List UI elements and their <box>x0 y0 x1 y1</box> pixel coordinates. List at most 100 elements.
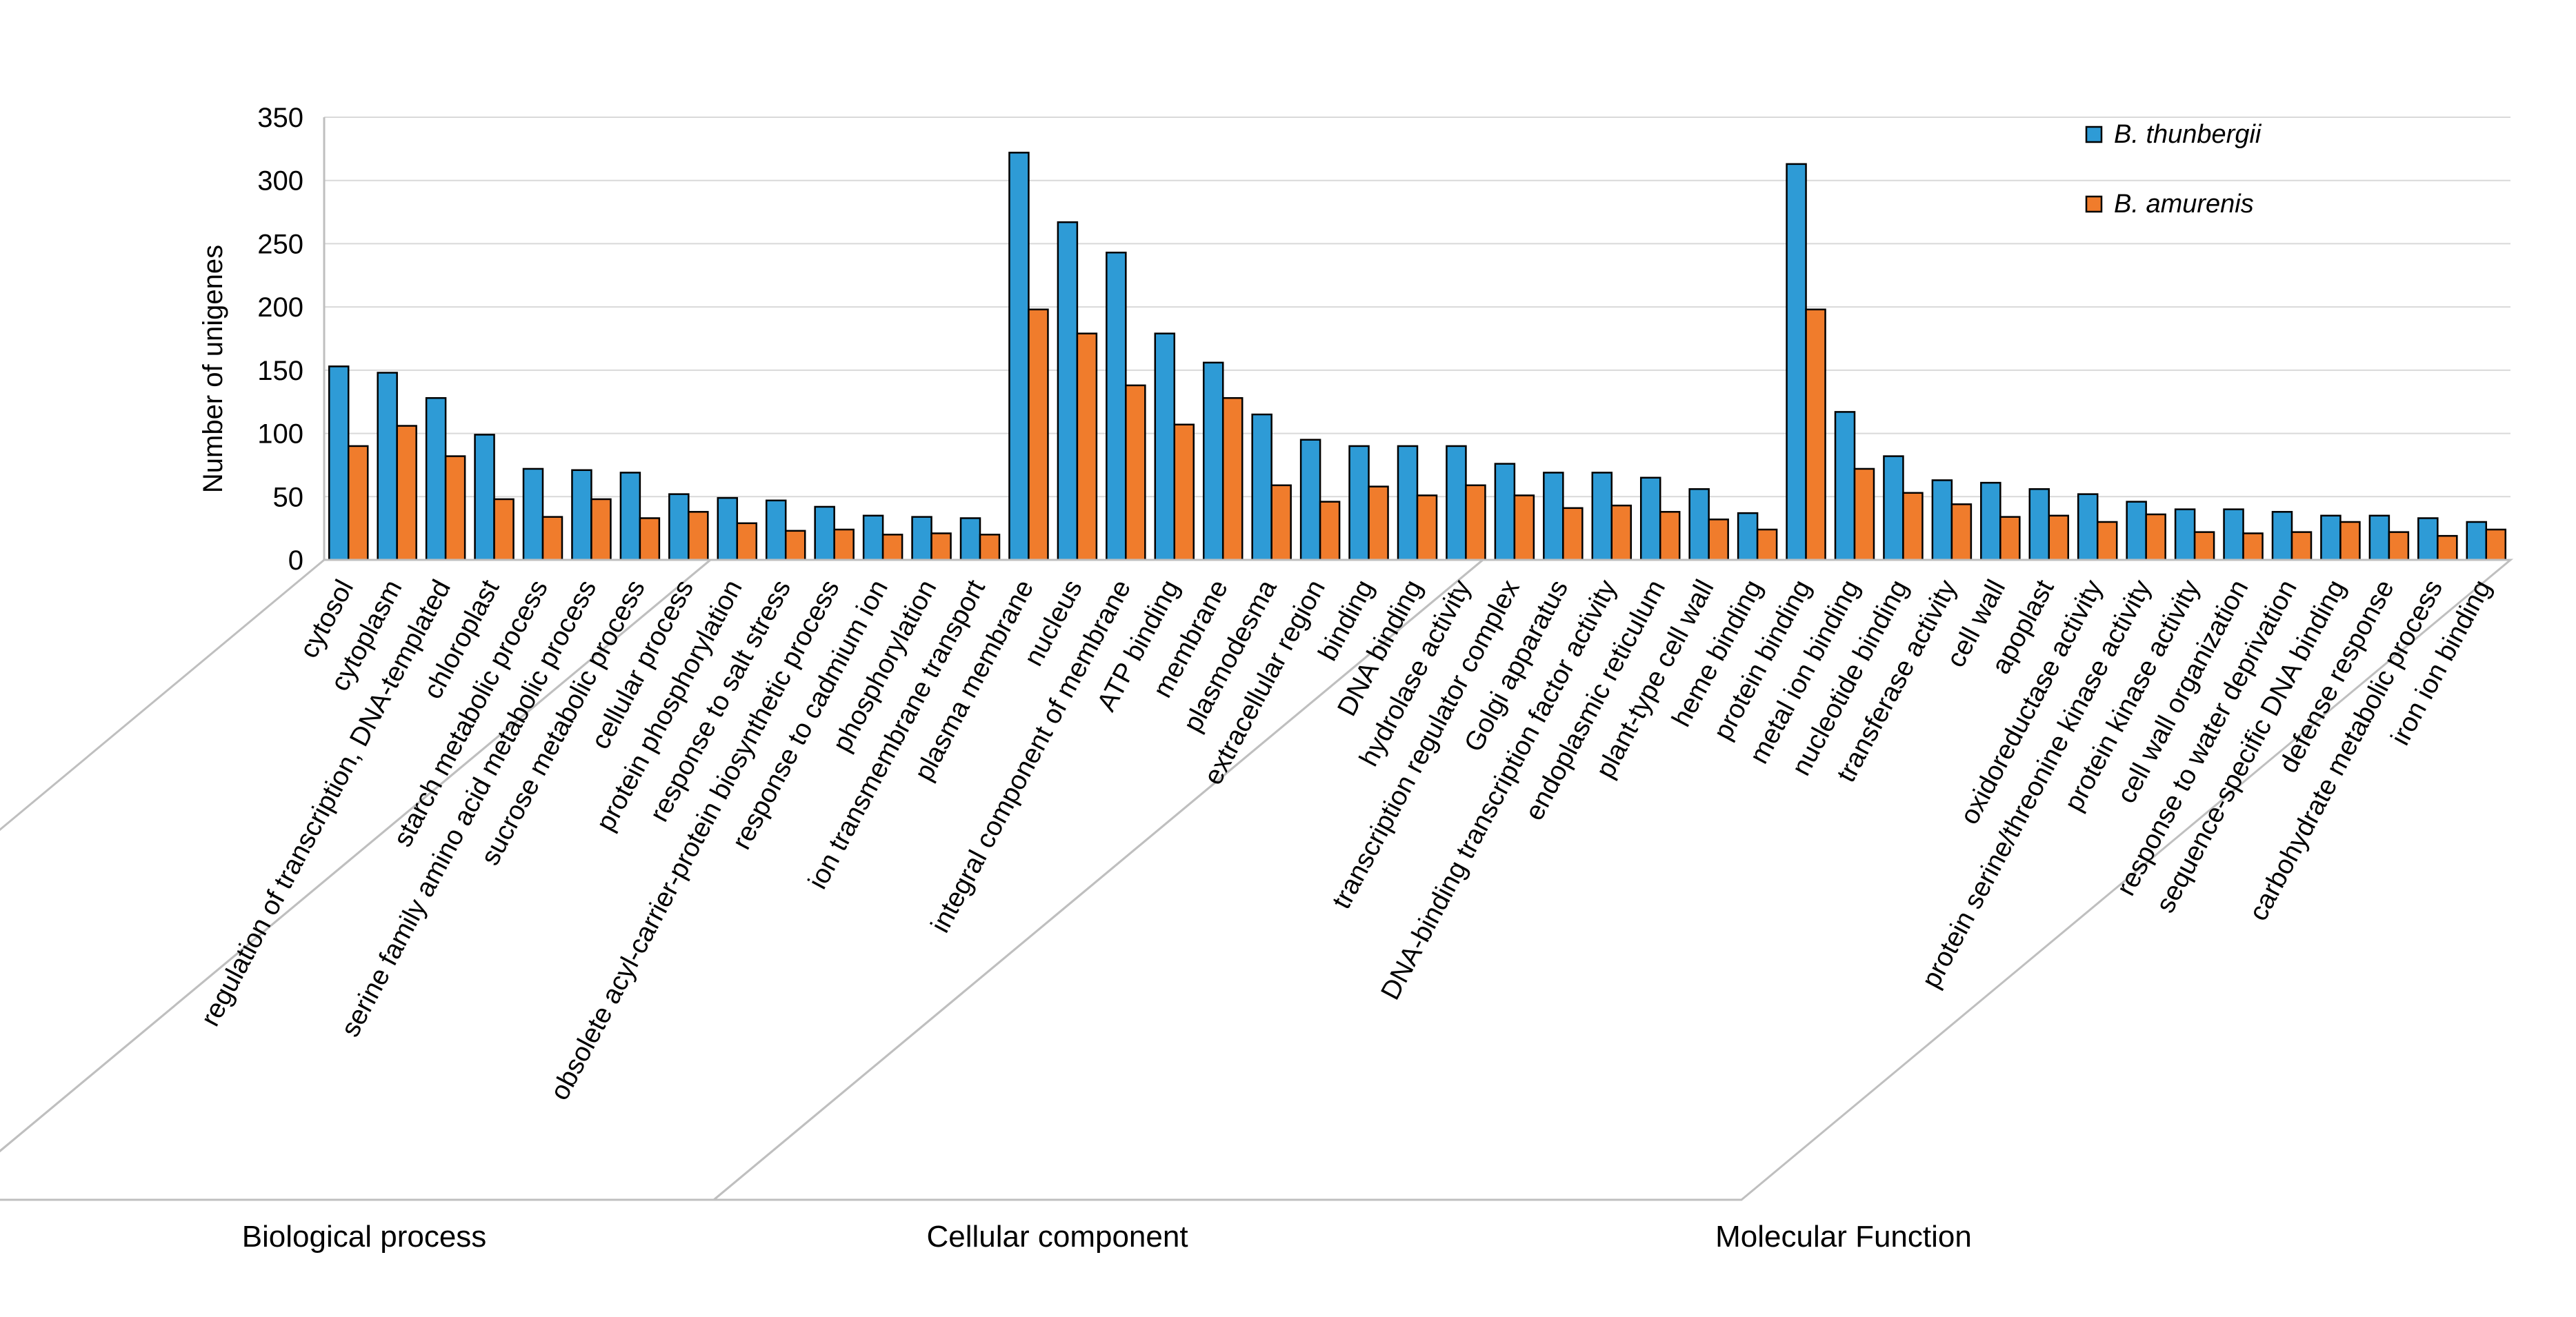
bar-thunbergii <box>1688 488 1710 561</box>
bar-amurenis <box>1756 528 1778 561</box>
bar-amurenis <box>1950 503 1973 561</box>
y-tick-label: 100 <box>257 419 303 450</box>
bar-amurenis <box>1221 396 1244 561</box>
bar-thunbergii <box>1299 439 1321 561</box>
legend: B. thunbergii B. amurenis <box>2085 120 2262 219</box>
bar-thunbergii <box>2223 508 2244 561</box>
bar-amurenis <box>1076 332 1098 561</box>
bar-amurenis <box>2388 531 2410 561</box>
bar-thunbergii <box>425 396 447 561</box>
bar-thunbergii <box>959 517 981 561</box>
bar-thunbergii <box>2028 488 2050 561</box>
bar-amurenis <box>1513 494 1535 561</box>
bar-thunbergii <box>1834 411 1856 561</box>
bar-amurenis <box>1173 423 1195 561</box>
y-tick-label: 350 <box>257 103 303 133</box>
bar-thunbergii <box>2271 511 2293 561</box>
bar-amurenis <box>1562 507 1584 561</box>
bar-amurenis <box>2048 514 2070 561</box>
legend-swatch-thunbergii <box>2085 125 2103 143</box>
y-tick-label: 150 <box>257 356 303 386</box>
group-panel <box>0 559 714 1153</box>
bar-amurenis <box>1853 468 1875 561</box>
bar-thunbergii <box>1348 445 1370 561</box>
bar-amurenis <box>2096 521 2118 561</box>
bar-amurenis <box>1805 308 1826 561</box>
bar-thunbergii <box>328 365 350 561</box>
y-axis: 0 50 100 150 200 250 300 350 <box>257 103 2510 576</box>
bar-thunbergii <box>1543 472 1564 561</box>
bar-thunbergii <box>1591 472 1613 561</box>
y-tick-label: 0 <box>288 545 303 576</box>
bar-amurenis <box>736 522 758 561</box>
bar-thunbergii <box>474 434 495 561</box>
bar-amurenis <box>1610 504 1633 561</box>
bar-amurenis <box>2242 532 2264 561</box>
bar-amurenis <box>444 455 466 561</box>
bar-amurenis <box>688 511 709 561</box>
bar-thunbergii <box>377 372 398 561</box>
bar-amurenis <box>2339 521 2361 561</box>
bar-amurenis <box>1708 519 1729 561</box>
bar-amurenis <box>1368 485 1389 561</box>
group-label: Biological process <box>242 1220 487 1254</box>
bar-thunbergii <box>1008 152 1030 561</box>
bar-thunbergii <box>619 472 641 561</box>
legend-label-thunbergii: B. thunbergii <box>2114 120 2262 149</box>
bar-thunbergii <box>2126 501 2147 561</box>
bar-thunbergii <box>2077 493 2099 561</box>
y-tick-label: 300 <box>257 166 303 197</box>
bar-thunbergii <box>1106 252 1127 561</box>
bar-amurenis <box>979 534 1001 561</box>
group-label: Molecular Function <box>1715 1220 1972 1254</box>
bar-thunbergii <box>1639 476 1661 561</box>
bar-thunbergii <box>1397 445 1419 561</box>
bar-thunbergii <box>2320 514 2342 561</box>
bar-thunbergii <box>2368 514 2390 561</box>
bar-thunbergii <box>1883 455 1904 561</box>
bar-amurenis <box>2437 534 2458 561</box>
bar-thunbergii <box>668 493 690 561</box>
bar-thunbergii <box>862 514 884 561</box>
bar-amurenis <box>396 425 417 561</box>
y-axis-label: Number of unigenes <box>198 245 228 493</box>
bar-amurenis <box>639 517 661 561</box>
bar-amurenis <box>2145 513 2166 561</box>
y-tick-label: 50 <box>273 482 304 512</box>
category-groups: Biological process Cellular component Mole… <box>0 559 2514 1254</box>
bar-thunbergii <box>911 516 932 561</box>
y-tick-label: 250 <box>257 229 303 259</box>
bar-thunbergii <box>1980 481 2001 561</box>
bar-amurenis <box>930 532 952 561</box>
bar-amurenis <box>1659 511 1681 561</box>
legend-swatch-amurenis <box>2085 195 2103 213</box>
bar-thunbergii <box>1494 463 1516 561</box>
bar-amurenis <box>1465 484 1486 561</box>
bar-thunbergii <box>765 499 787 561</box>
bar-amurenis <box>347 445 369 561</box>
bar-amurenis <box>2193 531 2215 561</box>
group-panel <box>710 559 2514 1201</box>
bar-thunbergii <box>1154 332 1176 561</box>
bar-amurenis <box>1028 308 1049 561</box>
bar-amurenis <box>493 498 515 561</box>
bar-amurenis <box>784 530 806 561</box>
bar-thunbergii <box>814 505 835 561</box>
bar-thunbergii <box>1446 445 1467 561</box>
bar-amurenis <box>1270 484 1292 561</box>
bar-amurenis <box>1999 516 2021 561</box>
bar-thunbergii <box>571 469 592 561</box>
bar-thunbergii <box>717 496 739 561</box>
bar-thunbergii <box>1931 479 1953 561</box>
bar-thunbergii <box>2174 508 2196 561</box>
bar-amurenis <box>833 528 855 561</box>
bar-amurenis <box>1125 384 1146 561</box>
bar-thunbergii <box>1737 512 1759 561</box>
bar-thunbergii <box>1786 163 1807 561</box>
bar-amurenis <box>541 516 563 561</box>
bar-thunbergii <box>522 468 544 561</box>
bar-thunbergii <box>2417 517 2439 561</box>
bar-thunbergii <box>2466 521 2488 561</box>
